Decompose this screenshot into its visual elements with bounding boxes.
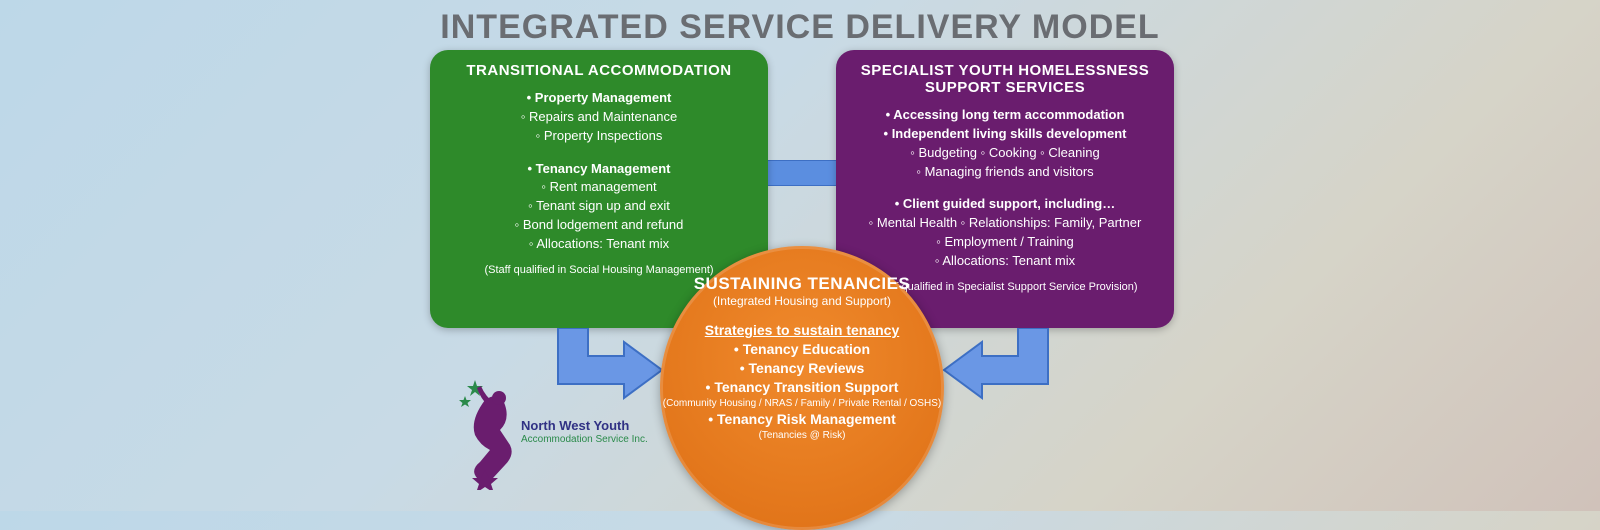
- diagram-title: INTEGRATED SERVICE DELIVERY MODEL: [440, 8, 1159, 47]
- right-group-sub: ◦ Managing friends and visitors: [854, 163, 1156, 182]
- right-group-lead: • Independent living skills development: [854, 125, 1156, 144]
- left-group-sub: ◦ Repairs and Maintenance: [448, 108, 750, 127]
- logo-text-main: North West Youth: [521, 418, 629, 433]
- circle-subtitle: (Integrated Housing and Support): [713, 294, 891, 308]
- left-group-sub: ◦ Allocations: Tenant mix: [448, 235, 750, 254]
- left-box-header: TRANSITIONAL ACCOMMODATION: [448, 62, 750, 79]
- right-group-sub: ◦ Allocations: Tenant mix: [854, 252, 1156, 271]
- right-group-sub: ◦ Mental Health ◦ Relationships: Family,…: [854, 214, 1156, 233]
- arrow-right: [940, 328, 1060, 406]
- left-group-sub: ◦ Tenant sign up and exit: [448, 197, 750, 216]
- circle-item: • Tenancy Risk Management: [663, 410, 941, 429]
- connector-bar: [760, 160, 844, 186]
- right-group-sub: ◦ Employment / Training: [854, 233, 1156, 252]
- center-circle-sustaining: SUSTAINING TENANCIES (Integrated Housing…: [660, 246, 944, 530]
- logo-text-sub: Accommodation Service Inc.: [521, 434, 648, 445]
- circle-item: • Tenancy Transition Support: [663, 378, 941, 397]
- circle-title: SUSTAINING TENANCIES: [694, 274, 911, 294]
- circle-item: • Tenancy Reviews: [663, 359, 941, 378]
- right-group-lead: • Accessing long term accommodation: [854, 106, 1156, 125]
- left-group-lead: • Property Management: [448, 89, 750, 108]
- left-group-sub: ◦ Bond lodgement and refund: [448, 216, 750, 235]
- left-group-sub: ◦ Property Inspections: [448, 127, 750, 146]
- circle-strategies-label: Strategies to sustain tenancy: [705, 322, 900, 338]
- circle-item-note: (Community Housing / NRAS / Family / Pri…: [663, 397, 941, 410]
- right-box-header: SPECIALIST YOUTH HOMELESSNESS SUPPORT SE…: [854, 62, 1156, 96]
- right-group-sub: ◦ Budgeting ◦ Cooking ◦ Cleaning: [854, 144, 1156, 163]
- left-group-sub: ◦ Rent management: [448, 178, 750, 197]
- logo: North West Youth Accommodation Service I…: [455, 370, 655, 490]
- right-group-lead: • Client guided support, including…: [854, 195, 1156, 214]
- circle-item-note: (Tenancies @ Risk): [663, 429, 941, 442]
- left-group-lead: • Tenancy Management: [448, 160, 750, 179]
- circle-item: • Tenancy Education: [663, 340, 941, 359]
